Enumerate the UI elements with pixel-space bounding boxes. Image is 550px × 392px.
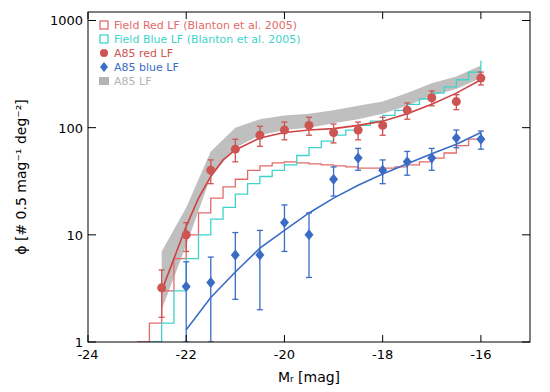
x-tick — [186, 335, 187, 342]
fit-line — [186, 133, 481, 330]
data-point — [378, 165, 387, 176]
legend-symbol — [100, 62, 108, 72]
x-tick — [88, 12, 89, 19]
data-point — [182, 230, 191, 239]
data-point — [206, 166, 215, 175]
x-tick — [284, 12, 285, 19]
x-tick — [382, 12, 383, 19]
data-point — [403, 156, 412, 167]
x-axis-label: Mᵣ [mag] — [278, 369, 340, 385]
legend-symbol — [100, 35, 108, 43]
data-point — [452, 133, 461, 144]
y-tick — [522, 20, 530, 21]
error-bar — [257, 230, 263, 309]
data-point — [157, 283, 166, 292]
legend-label: A85 LF — [114, 75, 151, 88]
legend-symbol — [100, 49, 108, 57]
data-point — [354, 153, 363, 164]
legend: Field Red LF (Blanton et al. 2005)Field … — [99, 19, 300, 88]
y-tick — [522, 234, 530, 235]
x-tick — [88, 335, 89, 342]
error-bar — [208, 257, 214, 342]
y-tick — [88, 234, 96, 235]
x-tick-label: -20 — [274, 347, 295, 362]
y-tick — [522, 127, 530, 128]
lf-band — [162, 66, 481, 310]
legend-symbol — [99, 77, 109, 85]
x-tick — [186, 12, 187, 19]
data-point — [255, 131, 264, 140]
y-tick-label: 10 — [66, 228, 83, 243]
chart: -24-22-20-18-161101001000Mᵣ [mag]ϕ [# 0.… — [0, 0, 550, 392]
x-tick-label: -16 — [470, 347, 491, 362]
data-point — [231, 145, 240, 154]
data-point — [280, 126, 289, 135]
y-tick-label: 100 — [58, 121, 83, 136]
y-tick — [88, 127, 96, 128]
legend-label: A85 blue LF — [114, 61, 179, 74]
legend-label: Field Blue LF (Blanton et al. 2005) — [114, 33, 300, 46]
data-point — [476, 134, 485, 145]
error-bar — [232, 233, 238, 300]
error-bar — [281, 205, 287, 251]
step-line — [149, 61, 481, 342]
data-point — [403, 106, 412, 115]
plot-data — [137, 61, 485, 342]
x-tick — [284, 335, 285, 342]
x-tick — [382, 335, 383, 342]
data-point — [305, 229, 314, 240]
plot-frame — [88, 12, 530, 342]
data-point — [378, 121, 387, 130]
data-point — [329, 128, 338, 137]
data-point — [182, 281, 191, 292]
data-point — [452, 97, 461, 106]
fit-line — [162, 80, 481, 291]
x-tick-label: -18 — [372, 347, 393, 362]
data-point — [255, 249, 264, 260]
data-point — [206, 277, 215, 288]
error-bar — [183, 262, 189, 342]
data-point — [476, 74, 485, 83]
x-tick — [480, 12, 481, 19]
y-tick — [88, 342, 96, 343]
data-point — [231, 249, 240, 260]
y-tick — [522, 342, 530, 343]
y-axis-label: ϕ [# 0.5 mag⁻¹ deg⁻²] — [13, 99, 29, 254]
data-point — [329, 174, 338, 185]
step-line — [137, 134, 481, 342]
y-tick — [88, 20, 96, 21]
data-point — [427, 93, 436, 102]
y-tick-label: 1000 — [50, 13, 83, 28]
legend-label: A85 red LF — [114, 47, 173, 60]
x-tick — [480, 335, 481, 342]
legend-label: Field Red LF (Blanton et al. 2005) — [114, 19, 297, 32]
legend-symbol — [100, 21, 108, 29]
error-bar — [306, 213, 312, 278]
y-tick-label: 1 — [75, 335, 83, 350]
data-point — [354, 126, 363, 135]
x-tick-label: -22 — [176, 347, 197, 362]
error-bar — [159, 270, 165, 317]
data-point — [280, 217, 289, 228]
data-point — [305, 121, 314, 130]
data-point — [427, 153, 436, 164]
